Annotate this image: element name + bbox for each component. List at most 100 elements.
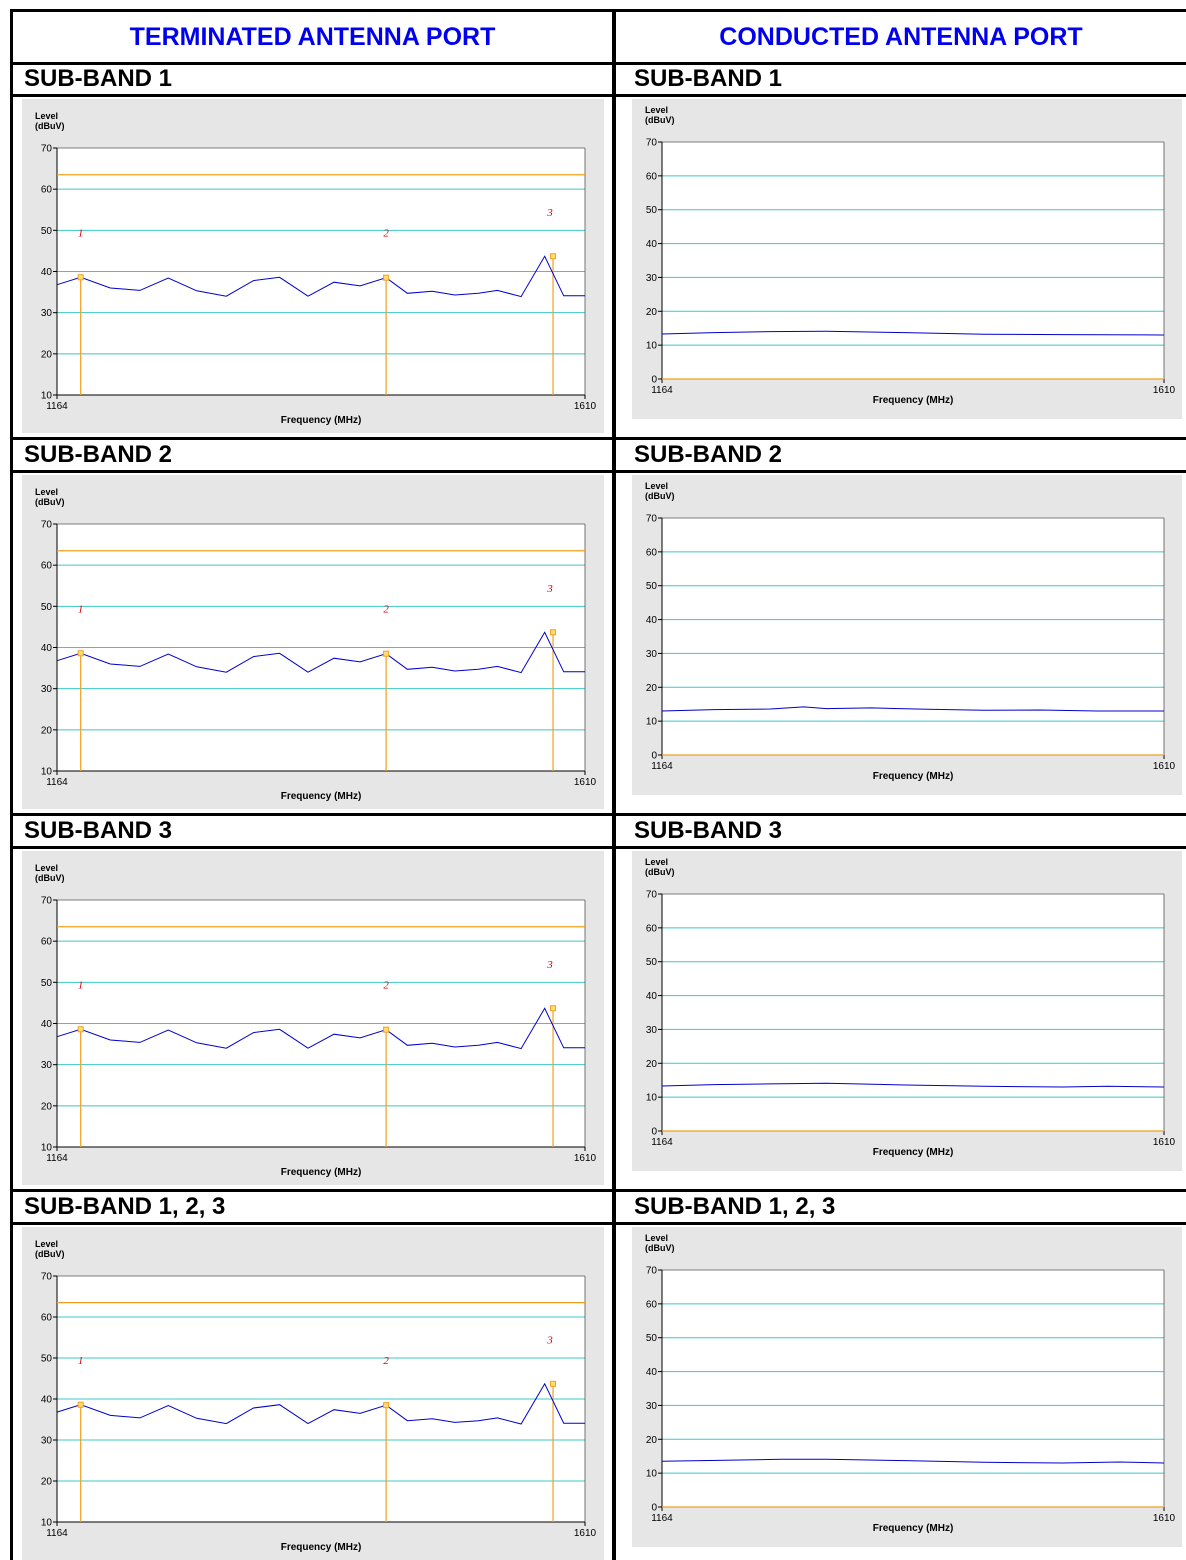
marker-label: 1 xyxy=(78,1355,84,1367)
table-border-top xyxy=(10,9,1186,12)
marker-point-2 xyxy=(383,1026,390,1033)
header-divider xyxy=(10,62,1186,65)
band-label-right-4: SUB-BAND 1, 2, 3 xyxy=(634,1193,836,1220)
marker-point-3 xyxy=(550,1380,557,1387)
y-tick-label: 0 xyxy=(651,1127,657,1138)
chart-svg-terminated-sub-band-1-2-3: 10 20 30 40 50 60 70 1164 1610 1 2 3 xyxy=(41,1272,597,1540)
y-tick-label: 60 xyxy=(41,1313,53,1324)
marker-point-2 xyxy=(383,1402,390,1409)
marker-label: 2 xyxy=(383,980,389,992)
y-tick-label: 20 xyxy=(41,1101,53,1112)
x-tick-label: 1164 xyxy=(651,1137,673,1148)
y-axis-title-line2: (dBuV) xyxy=(645,1243,675,1253)
marker-point-1 xyxy=(77,1401,84,1408)
y-tick-label: 70 xyxy=(41,520,53,531)
row-divider-1 xyxy=(10,94,1186,97)
x-tick-label: 1610 xyxy=(1153,1137,1176,1148)
y-tick-label: 70 xyxy=(646,1266,658,1277)
y-tick-label: 10 xyxy=(41,1143,53,1154)
y-axis-title: Level (dBuV) xyxy=(645,1233,675,1253)
x-tick-label: 1610 xyxy=(574,401,597,412)
y-tick-label: 40 xyxy=(41,267,53,278)
y-tick-label: 20 xyxy=(646,1435,658,1446)
y-axis-title: Level (dBuV) xyxy=(35,1239,65,1259)
row-divider-3 xyxy=(10,470,1186,473)
marker-point-1 xyxy=(77,1026,84,1033)
chart-terminated-sub-band-1-2-3: 10 20 30 40 50 60 70 1164 1610 1 2 3 Level (dBuV) Freq… xyxy=(22,1227,604,1560)
y-axis-title-line2: (dBuV) xyxy=(35,873,65,883)
chart-svg-conducted-sub-band-1-2-3: 0 10 20 30 40 50 60 70 1164 1610 xyxy=(646,1266,1176,1525)
x-tick-label: 1610 xyxy=(574,1153,597,1164)
x-tick-label: 1164 xyxy=(46,1153,68,1164)
y-tick-label: 50 xyxy=(41,978,53,989)
y-tick-label: 30 xyxy=(646,1401,658,1412)
chart-conducted-sub-band-1-2-3: 0 10 20 30 40 50 60 70 1164 1610 Level (dBuV) Freque… xyxy=(632,1227,1182,1547)
x-tick-label: 1164 xyxy=(651,761,673,772)
x-axis-title: Frequency (MHz) xyxy=(280,1542,362,1553)
y-axis-title-line1: Level xyxy=(35,1239,59,1249)
plot-area xyxy=(662,1270,1164,1507)
y-tick-label: 10 xyxy=(646,717,658,728)
chart-conducted-sub-band-2: 0 10 20 30 40 50 60 70 1164 1610 Level (dBuV) Freque… xyxy=(632,475,1182,795)
y-tick-label: 70 xyxy=(646,890,658,901)
x-tick-label: 1610 xyxy=(1153,385,1176,396)
marker-label: 3 xyxy=(546,1335,553,1347)
y-axis-title-line2: (dBuV) xyxy=(645,491,675,501)
y-axis-title-line1: Level xyxy=(35,111,59,121)
y-axis-title-line2: (dBuV) xyxy=(35,497,65,507)
x-tick-label: 1164 xyxy=(46,1528,68,1539)
marker-label: 1 xyxy=(78,228,84,240)
x-tick-label: 1610 xyxy=(574,1528,597,1539)
y-tick-label: 10 xyxy=(41,391,53,402)
y-tick-label: 30 xyxy=(41,1436,53,1447)
y-axis-title: Level (dBuV) xyxy=(645,105,675,125)
y-tick-label: 60 xyxy=(41,561,53,572)
y-tick-label: 60 xyxy=(646,547,658,558)
x-tick-label: 1164 xyxy=(46,401,68,412)
row-divider-7 xyxy=(10,1222,1186,1225)
y-tick-label: 0 xyxy=(651,751,657,762)
y-axis-title-line2: (dBuV) xyxy=(35,1249,65,1259)
x-tick-label: 1164 xyxy=(46,777,68,788)
series-line-0 xyxy=(56,631,585,674)
y-axis-title: Level (dBuV) xyxy=(35,111,65,131)
y-tick-label: 40 xyxy=(646,991,658,1002)
y-axis-title-line1: Level xyxy=(35,863,59,873)
chart-svg-terminated-sub-band-3: 10 20 30 40 50 60 70 1164 1610 1 2 3 xyxy=(41,896,597,1165)
y-axis-title-line2: (dBuV) xyxy=(35,121,65,131)
band-label-right-3: SUB-BAND 3 xyxy=(634,817,783,844)
y-tick-label: 10 xyxy=(646,1093,658,1104)
marker-point-3 xyxy=(550,1005,557,1012)
y-tick-label: 40 xyxy=(646,615,658,626)
y-tick-label: 10 xyxy=(646,1469,658,1480)
y-tick-label: 50 xyxy=(646,957,658,968)
y-axis-title-line2: (dBuV) xyxy=(645,115,675,125)
y-tick-label: 30 xyxy=(41,1060,53,1071)
y-axis-title: Level (dBuV) xyxy=(35,487,65,507)
y-tick-label: 70 xyxy=(41,1272,53,1283)
y-tick-label: 30 xyxy=(41,684,53,695)
marker-point-1 xyxy=(77,650,84,657)
table-border-left xyxy=(10,10,13,1560)
chart-conducted-sub-band-3: 0 10 20 30 40 50 60 70 1164 1610 Level (dBuV) Freque… xyxy=(632,851,1182,1171)
x-tick-label: 1610 xyxy=(574,777,597,788)
series-line-0 xyxy=(56,1382,585,1425)
y-tick-label: 10 xyxy=(41,1518,53,1529)
marker-label: 2 xyxy=(383,1355,389,1367)
y-axis-title-line1: Level xyxy=(645,105,669,115)
y-tick-label: 20 xyxy=(646,307,658,318)
x-axis-title: Frequency (MHz) xyxy=(872,1523,954,1534)
marker-label: 1 xyxy=(78,980,84,992)
marker-label: 2 xyxy=(383,228,389,240)
marker-label: 2 xyxy=(383,604,389,616)
x-tick-label: 1164 xyxy=(651,1513,673,1524)
series-line-0 xyxy=(661,706,1164,712)
chart-svg-conducted-sub-band-3: 0 10 20 30 40 50 60 70 1164 1610 xyxy=(646,890,1176,1149)
x-axis-title: Frequency (MHz) xyxy=(872,771,954,782)
x-axis-title: Frequency (MHz) xyxy=(280,1167,362,1178)
marker-label: 1 xyxy=(78,604,84,616)
x-axis-title: Frequency (MHz) xyxy=(872,395,954,406)
y-tick-label: 50 xyxy=(646,205,658,216)
y-tick-label: 0 xyxy=(651,375,657,386)
y-tick-label: 20 xyxy=(646,1059,658,1070)
